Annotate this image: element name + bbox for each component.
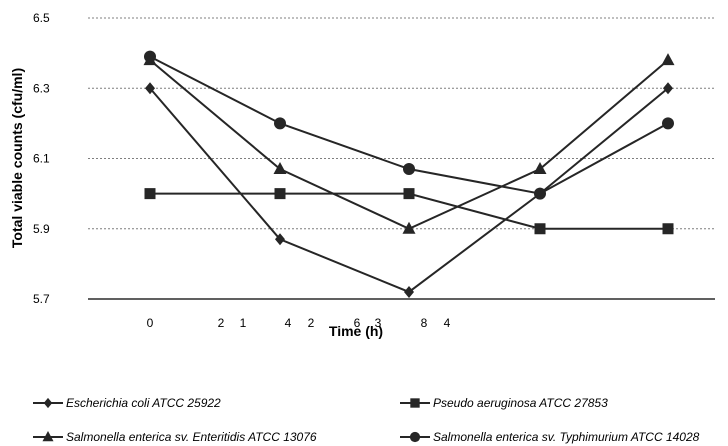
data-point <box>410 398 420 408</box>
y-tick-labels: 6.5 6.3 6.1 5.9 5.7 <box>33 11 50 306</box>
data-point <box>662 223 674 235</box>
legend-item: Salmonella enterica sv. Typhimurium ATCC… <box>400 430 700 444</box>
x-tick-label: 8 <box>421 316 428 330</box>
legend-label: Salmonella enterica sv. Enteritidis ATCC… <box>66 430 317 444</box>
data-point <box>403 188 415 200</box>
y-tick-label: 5.7 <box>33 292 50 306</box>
data-point <box>275 233 285 246</box>
legend-label: Salmonella enterica sv. Typhimurium ATCC… <box>433 430 700 444</box>
data-point <box>404 285 414 298</box>
y-tick-label: 5.9 <box>33 222 50 236</box>
series-line <box>149 59 669 230</box>
data-point <box>533 162 547 175</box>
data-point <box>409 431 421 443</box>
data-point <box>534 187 546 200</box>
x-tick-label: 1 <box>240 316 247 330</box>
x-tick-label: 4 <box>285 316 292 330</box>
series-triangle <box>143 53 675 234</box>
x-tick-label: 3 <box>375 316 382 330</box>
y-tick-label: 6.5 <box>33 11 50 25</box>
data-point <box>273 162 287 175</box>
data-point <box>274 188 286 200</box>
series-square <box>144 188 674 235</box>
legend-item: Pseudo aeruginosa ATCC 27853 <box>400 396 608 410</box>
legend-item: Escherichia coli ATCC 25922 <box>33 396 221 410</box>
data-point <box>42 431 54 442</box>
x-tick-label: 2 <box>308 316 315 330</box>
series-circle <box>144 50 674 200</box>
data-point <box>144 188 156 200</box>
data-point <box>43 397 53 409</box>
data-point <box>402 221 416 234</box>
x-tick-label: 0 <box>147 316 154 330</box>
data-point <box>144 50 156 63</box>
data-point <box>274 117 286 130</box>
x-tick-label: 2 <box>218 316 225 330</box>
x-axis-label: Time (h) <box>329 323 383 339</box>
data-point <box>663 82 673 95</box>
y-tick-label: 6.3 <box>33 81 50 95</box>
y-axis-label: Total viable counts (cfu/ml) <box>9 68 25 248</box>
x-tick-label: 4 <box>444 316 451 330</box>
data-point <box>661 53 675 66</box>
data-point <box>403 163 415 176</box>
legend-label: Escherichia coli ATCC 25922 <box>66 396 221 410</box>
series-lines <box>143 50 675 298</box>
x-tick-label: 6 <box>354 316 361 330</box>
data-point <box>662 117 674 130</box>
data-point <box>145 82 155 95</box>
legend: Escherichia coli ATCC 25922 Pseudo aerugi… <box>33 396 700 444</box>
legend-item: Salmonella enterica sv. Enteritidis ATCC… <box>33 430 317 444</box>
data-point <box>534 223 546 235</box>
grid-lines <box>88 17 715 230</box>
y-tick-label: 6.1 <box>33 152 50 166</box>
legend-label: Pseudo aeruginosa ATCC 27853 <box>433 396 608 410</box>
